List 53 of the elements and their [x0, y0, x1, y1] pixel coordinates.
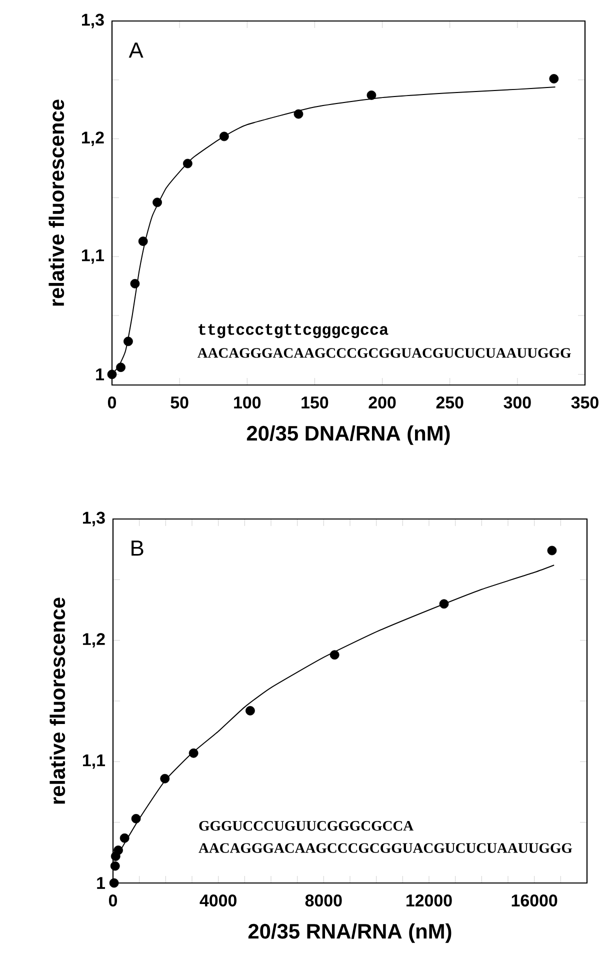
point — [245, 706, 255, 716]
point — [547, 546, 557, 556]
point — [439, 599, 449, 609]
point — [131, 814, 141, 824]
y-tick-label: 1,1 — [83, 754, 106, 769]
x-tick-label: 300 — [504, 396, 531, 409]
annotation: AACAGGGACAAGCCCGCGGUACGUCUCUAAUUGGG — [198, 843, 572, 853]
y-tick-label: 1,1 — [82, 249, 104, 264]
point — [330, 650, 340, 660]
x-axis-title: 20/35 DNA/RNA (nM) — [246, 425, 450, 445]
point — [182, 158, 192, 168]
point — [138, 236, 148, 246]
x-tick-label: 100 — [234, 396, 261, 409]
point — [152, 198, 162, 208]
x-tick-label: 0 — [108, 396, 116, 409]
x-tick-label: 50 — [170, 396, 188, 409]
x-tick-label: 8000 — [305, 894, 342, 907]
y-tick-label: 1,3 — [83, 512, 105, 526]
point — [294, 109, 304, 119]
point — [116, 362, 126, 372]
x-tick-label: 350 — [571, 396, 598, 409]
point — [188, 748, 198, 758]
point — [110, 861, 120, 871]
annotation: AACAGGGACAAGCCCGCGGUACGUCUCUAAUUGGG — [197, 348, 571, 358]
point — [219, 132, 229, 142]
x-tick-label: 4000 — [200, 894, 236, 907]
annotation: B — [132, 540, 144, 556]
point — [160, 774, 170, 784]
x-tick-label: 150 — [302, 396, 328, 409]
x-axis-title: 20/35 RNA/RNA (nM) — [248, 923, 452, 943]
point — [109, 878, 119, 888]
annotation: ttgtccctgttcgggcgcca — [198, 324, 388, 338]
annotation: A — [128, 42, 144, 58]
annotation: GGGUCCCUGUUCGGGCGCCA — [199, 820, 414, 831]
y-tick-label: 1,3 — [82, 14, 104, 28]
point — [366, 90, 376, 100]
y-tick-label: 1 — [97, 877, 106, 889]
x-tick-label: 16000 — [512, 894, 558, 907]
x-tick-label: 200 — [368, 396, 396, 409]
y-tick-label: 1,2 — [82, 132, 104, 146]
point — [130, 278, 140, 288]
point — [114, 846, 123, 855]
point — [549, 74, 559, 84]
x-tick-label: 12000 — [406, 894, 452, 907]
y-axis-title: relative fluorescence — [48, 100, 64, 306]
x-tick-label: 250 — [436, 396, 464, 409]
point — [124, 336, 133, 346]
point — [107, 370, 117, 380]
x-tick-label: 0 — [108, 894, 118, 907]
y-tick-label: 1 — [96, 368, 104, 380]
point — [120, 833, 130, 843]
y-tick-label: 1,2 — [83, 633, 105, 648]
y-axis-title: relative fluorescence — [50, 598, 66, 804]
